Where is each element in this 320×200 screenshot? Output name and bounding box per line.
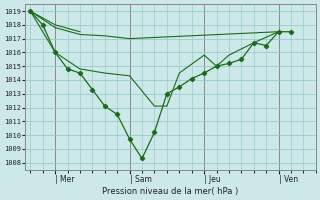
X-axis label: Pression niveau de la mer( hPa ): Pression niveau de la mer( hPa )	[102, 187, 239, 196]
